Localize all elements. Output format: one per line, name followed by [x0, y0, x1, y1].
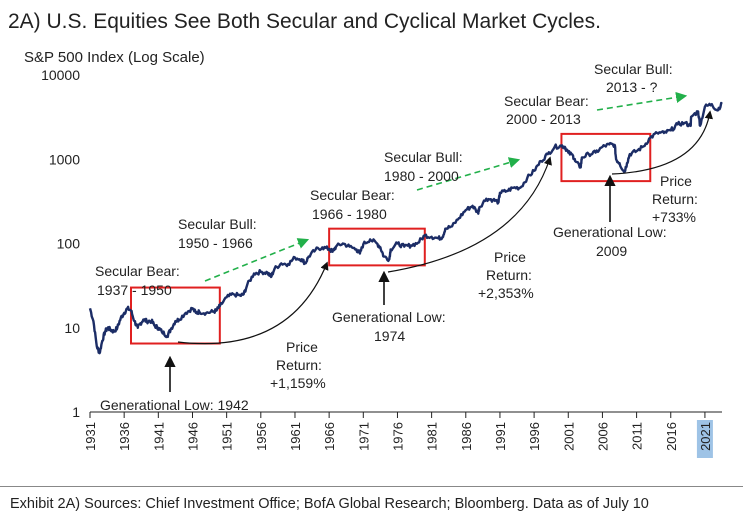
ann-gen-low-1974-l2: 1974 [374, 328, 405, 344]
x-tick-label: 1976 [390, 422, 405, 451]
return-arc-2009 [611, 110, 713, 175]
ann-secular-bear-3-l1: Secular Bear: [504, 93, 589, 109]
x-tick-label: 1931 [83, 422, 98, 451]
ann-price-return-2-l1: Price [494, 249, 526, 265]
secular-bear-box-1 [129, 286, 221, 345]
ann-price-return-1-l1: Price [286, 339, 318, 355]
ann-secular-bear-2-l1: Secular Bear: [310, 187, 395, 203]
y-tick-label: 100 [57, 236, 81, 252]
x-tick-label: 1966 [322, 422, 337, 451]
x-tick-label: 1991 [493, 422, 508, 451]
ann-secular-bull-1-l2: 1950 - 1966 [178, 235, 253, 251]
y-tick-label: 1000 [49, 151, 80, 167]
x-tick-label: 2016 [664, 422, 679, 451]
series-line-1 [88, 101, 723, 355]
ann-price-return-3-l2: Return: [652, 191, 698, 207]
low-arrows [164, 174, 616, 392]
x-tick-label: 1941 [151, 422, 166, 451]
chart: 2A) U.S. Equities See Both Secular and C… [8, 10, 723, 458]
y-tick-label: 10 [64, 320, 80, 336]
ann-secular-bull-2-l2: 1980 - 2000 [384, 168, 459, 184]
ann-secular-bear-1-l2: 1937 - 1950 [97, 282, 172, 298]
ann-price-return-2-l2: Return: [486, 267, 532, 283]
ann-secular-bull-3-l1: Secular Bull: [594, 61, 673, 77]
secular-bear-box-2 [328, 227, 426, 267]
ann-price-return-3-l3: +733% [652, 209, 696, 225]
bull-arrow-1950 [204, 238, 310, 282]
bull-arrow-1980 [416, 157, 521, 191]
x-tick-label: 1956 [254, 422, 269, 451]
x-tick-label: 1946 [185, 422, 200, 451]
ann-price-return-2-l3: +2,353% [478, 285, 534, 301]
ann-secular-bear-1-l1: Secular Bear: [95, 263, 180, 279]
ann-price-return-3-l1: Price [660, 173, 692, 189]
return-arc-1974 [387, 156, 552, 273]
ann-price-return-1-l2: Return: [276, 357, 322, 373]
chart-title: 2A) U.S. Equities See Both Secular and C… [8, 10, 601, 33]
footer-divider [0, 486, 743, 487]
x-tick-label: 1996 [527, 422, 542, 451]
y-axis-ticks: 1 10 100 1000 10000 [41, 67, 80, 420]
x-tick-label: 2021 [698, 422, 713, 451]
x-tick-label: 1961 [288, 422, 303, 451]
ann-secular-bear-2-l2: 1966 - 1980 [312, 206, 387, 222]
y-tick-label: 10000 [41, 67, 80, 83]
ann-price-return-1-l3: +1,159% [270, 375, 326, 391]
ann-secular-bull-1-l1: Secular Bull: [178, 216, 257, 232]
x-tick-label: 1981 [425, 422, 440, 451]
y-axis-label: S&P 500 Index (Log Scale) [24, 49, 205, 66]
annotations: Secular Bear: 1937 - 1950 Secular Bull: … [95, 61, 698, 413]
ann-secular-bull-3-l2: 2013 - ? [606, 79, 658, 95]
x-tick-label: 1951 [220, 422, 235, 451]
ann-gen-low-1974-l1: Generational Low: [332, 309, 446, 325]
ann-gen-low-1942: Generational Low: 1942 [100, 397, 249, 413]
price-return-arcs [177, 110, 713, 345]
sp500-series [88, 101, 723, 355]
x-tick-label: 2006 [595, 422, 610, 451]
ann-gen-low-2009-l1: Generational Low: [553, 224, 667, 240]
ann-gen-low-2009-l2: 2009 [596, 243, 627, 259]
bull-arrow-2013 [596, 91, 688, 111]
x-tick-label: 1986 [459, 422, 474, 451]
y-tick-label: 1 [72, 404, 80, 420]
x-tick-label: 1971 [356, 422, 371, 451]
x-tick-label: 2011 [630, 422, 645, 450]
ann-secular-bear-3-l2: 2000 - 2013 [506, 111, 581, 127]
x-tick-label: 2001 [561, 422, 576, 451]
secular-bear-box-3 [560, 132, 652, 183]
x-tick-highlight [696, 420, 713, 458]
bull-arrows [204, 91, 688, 282]
x-axis: 1931 1936 1941 1946 1951 1956 1961 1966 1971 1976… [83, 411, 722, 458]
footer-source: Exhibit 2A) Sources: Chief Investment Of… [10, 496, 649, 512]
ann-secular-bull-2-l1: Secular Bull: [384, 149, 463, 165]
x-tick-label: 1936 [117, 422, 132, 451]
return-arc-1942 [177, 261, 329, 345]
